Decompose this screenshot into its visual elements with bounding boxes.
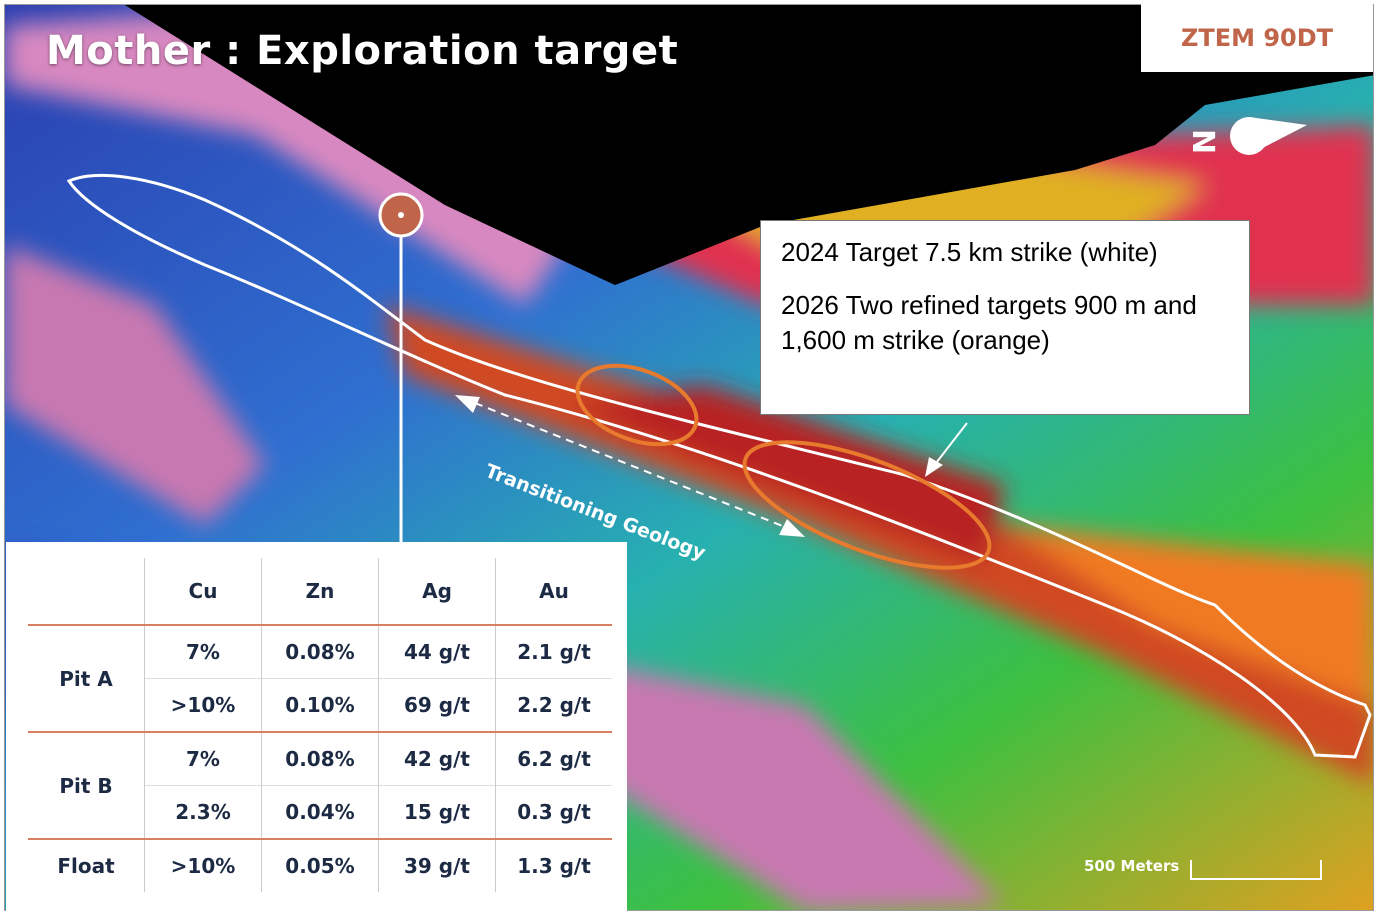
table-cell: 2.1 g/t: [495, 624, 612, 679]
column-header: Cu: [144, 558, 262, 625]
column-header: Ag: [378, 558, 496, 625]
column-header: Au: [495, 558, 612, 625]
table-cell: 15 g/t: [378, 785, 496, 839]
target-2024-outline: [66, 173, 1372, 759]
table-row: Float >10% 0.05% 39 g/t 1.3 g/t: [28, 838, 612, 892]
table-cell: 0.05%: [261, 838, 379, 892]
legend-2024: 2024 Target 7.5 km strike (white): [781, 237, 1158, 267]
table-row: Pit B 7% 0.08% 42 g/t 6.2 g/t: [28, 731, 612, 839]
scale-label: 500 Meters: [1084, 857, 1180, 875]
table-cell: 6.2 g/t: [495, 731, 612, 786]
table-cell: 42 g/t: [378, 731, 496, 786]
page-title: Mother : Exploration target: [46, 28, 679, 74]
row-group-label: Pit B: [28, 731, 145, 839]
table-cell: 0.08%: [261, 624, 379, 679]
table-cell: 69 g/t: [378, 678, 496, 732]
table-cell: 2.2 g/t: [495, 678, 612, 732]
table-cell: 2.3%: [144, 785, 262, 839]
table-cell: >10%: [144, 678, 262, 732]
transition-arrow: [474, 402, 801, 534]
row-group-label: Pit A: [28, 624, 145, 732]
row-group-label: Float: [28, 838, 145, 892]
column-header: [28, 558, 145, 625]
table-cell: 44 g/t: [378, 624, 496, 679]
assay-table-box: Cu Zn Ag Au Pit A 7% 0.08% 44 g/t 2.1 g/t >10% 0.…: [6, 542, 627, 911]
table-cell: 0.10%: [261, 678, 379, 732]
ztem-badge: ZTEM 90DT: [1141, 4, 1373, 72]
legend-2026: 2026 Two refined targets 900 m and 1,600…: [781, 290, 1197, 356]
table-cell: 0.04%: [261, 785, 379, 839]
assay-table: Cu Zn Ag Au Pit A 7% 0.08% 44 g/t 2.1 g/t >10% 0.…: [28, 558, 612, 892]
table-cell: 7%: [144, 731, 262, 786]
table-cell: 39 g/t: [378, 838, 496, 892]
table-cell: >10%: [144, 838, 262, 892]
table-cell: 1.3 g/t: [495, 838, 612, 892]
column-header: Zn: [261, 558, 379, 625]
legend-box: 2024 Target 7.5 km strike (white) 2026 T…: [760, 220, 1250, 415]
target-2026-b: [742, 440, 992, 570]
table-cell: 0.08%: [261, 731, 379, 786]
table-row: Pit A 7% 0.08% 44 g/t 2.1 g/t: [28, 624, 612, 732]
north-label: N: [1185, 128, 1221, 155]
table-row: 2.3% 0.04% 15 g/t 0.3 g/t: [28, 785, 612, 839]
table-cell: 0.3 g/t: [495, 785, 612, 839]
table-cell: 7%: [144, 624, 262, 679]
scale-bar: [1190, 860, 1322, 880]
target-2026-a: [575, 363, 699, 447]
table-row: >10% 0.10% 69 g/t 2.2 g/t: [28, 678, 612, 732]
